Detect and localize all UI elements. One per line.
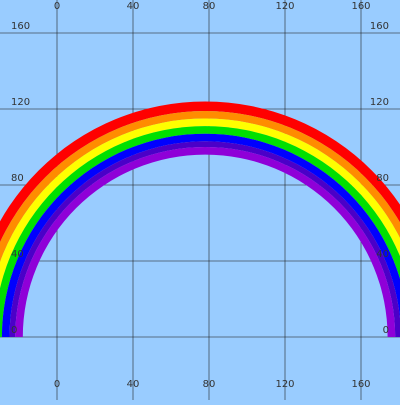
x-tick-label-bottom-80: 80 [203,379,216,390]
y-tick-label-left-120: 120 [11,97,30,108]
x-tick-label-bottom-0: 0 [54,379,60,390]
x-tick-label-bottom-120: 120 [275,379,294,390]
x-tick-label-top-40: 40 [127,1,140,12]
y-tick-label-right-0: 0 [383,325,389,336]
y-tick-label-right-80: 80 [376,173,389,184]
x-tick-label-top-120: 120 [275,1,294,12]
x-tick-label-top-160: 160 [351,1,370,12]
y-tick-label-left-0: 0 [11,325,17,336]
y-tick-label-right-160: 160 [370,21,389,32]
y-tick-label-left-80: 80 [11,173,24,184]
y-tick-label-right-40: 40 [376,249,389,260]
x-tick-label-bottom-40: 40 [127,379,140,390]
x-tick-label-bottom-160: 160 [351,379,370,390]
y-tick-label-right-120: 120 [370,97,389,108]
y-tick-label-left-160: 160 [11,21,30,32]
x-tick-label-top-0: 0 [54,1,60,12]
x-tick-label-top-80: 80 [203,1,216,12]
y-tick-label-left-40: 40 [11,249,24,260]
